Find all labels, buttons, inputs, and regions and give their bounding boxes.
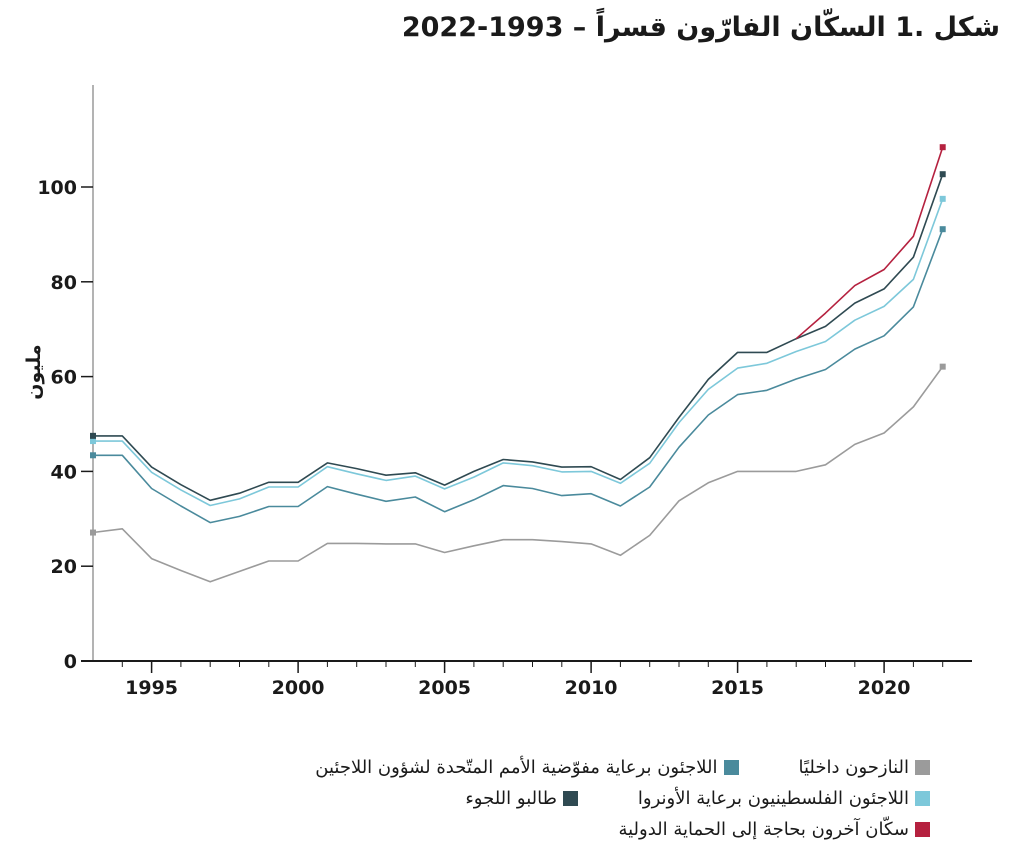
series-start-marker [90,452,96,459]
legend-item: طالبو اللجوء [465,788,578,809]
series-line [93,228,944,524]
series-start-marker [90,438,96,445]
y-tick-label: 60 [51,367,77,389]
x-tick-label: 2000 [272,677,325,699]
series-end-marker [939,363,946,370]
chart-title: شكل .1 السكّان الفارّون قسراً – 1993-202… [401,12,1000,43]
y-tick-label: 0 [64,651,77,673]
legend-label: اللاجئون برعاية مفوّضية الأمم المتّحدة ل… [315,757,718,778]
legend-label: اللاجئون الفلسطينيون برعاية الأونروا [637,788,909,809]
legend-swatch [915,760,930,775]
legend-item: سكّان آخرون بحاجة إلى الحماية الدولية [618,819,930,840]
legend-swatch [915,791,930,806]
legend-row: النازحون داخليًا اللاجئون برعاية مفوّضية … [70,752,930,783]
legend-item: النازحون داخليًا [799,757,930,778]
y-tick-label: 20 [51,556,77,578]
series-line [93,198,944,507]
legend-label: النازحون داخليًا [798,757,909,778]
legend-swatch [915,822,930,837]
legend-label: سكّان آخرون بحاجة إلى الحماية الدولية [618,819,909,840]
series-start-marker [90,432,96,439]
y-tick-label: 100 [37,177,77,199]
series-start-marker [90,529,96,536]
series-end-marker [939,195,946,202]
x-tick-label: 1995 [125,677,178,699]
x-tick-label: 2015 [711,677,764,699]
x-tick-label: 2020 [858,677,911,699]
y-tick-label: 40 [51,461,77,483]
series-line [795,146,944,340]
series-line [92,366,944,583]
series-end-marker [939,226,946,233]
x-tick-label: 2005 [418,677,471,699]
series-end-marker [939,171,946,178]
legend-swatch [723,760,739,775]
legend-row: سكّان آخرون بحاجة إلى الحماية الدولية [70,814,930,845]
legend-row: اللاجئون الفلسطينيون برعاية الأونروا طالب… [70,783,930,814]
y-tick-label: 80 [51,272,77,294]
series-end-marker [939,144,946,151]
x-tick-label: 2010 [565,677,618,699]
series-line [93,173,944,502]
legend: النازحون داخليًا اللاجئون برعاية مفوّضية … [70,752,930,845]
legend-item: اللاجئون الفلسطينيون برعاية الأونروا [638,788,930,809]
y-axis-label: مليون [23,344,45,399]
legend-label: طالبو اللجوء [465,788,557,809]
legend-item: اللاجئون برعاية مفوّضية الأمم المتّحدة ل… [315,757,739,778]
series-lines [90,144,946,583]
line-chart: 0 20 40 60 80 100 1995 2000 2005 2010 2015 2020 ملي… [23,85,972,699]
axes: 0 20 40 60 80 100 1995 2000 2005 2010 2015 2020 [37,85,972,699]
legend-swatch [562,791,578,806]
